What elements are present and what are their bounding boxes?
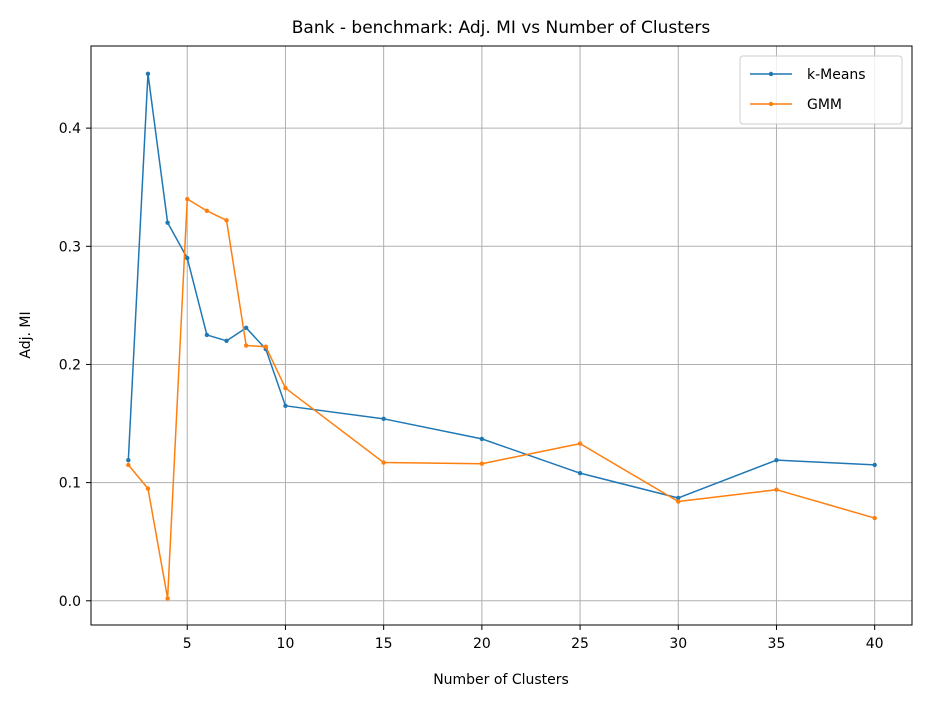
- series-line-gmm: [127, 198, 875, 600]
- data-point-k-means: [479, 436, 485, 442]
- x-tick-label: 40: [866, 636, 884, 652]
- data-point-k-means: [165, 220, 170, 225]
- series-line-k-means: [127, 73, 875, 499]
- y-tick-label: 0.4: [59, 121, 81, 137]
- legend-item-k-means: k-Means: [750, 67, 866, 83]
- series-gmm: [126, 196, 877, 601]
- data-point-gmm: [204, 208, 210, 214]
- data-point-gmm: [479, 461, 485, 466]
- legend: k-Means GMM: [739, 55, 903, 125]
- data-point-gmm: [872, 515, 877, 521]
- legend-item-gmm: GMM: [750, 97, 842, 113]
- data-point-k-means: [381, 416, 386, 422]
- series-layer: [126, 71, 877, 601]
- y-tick-label: 0.0: [59, 594, 81, 610]
- data-point-gmm: [263, 344, 269, 349]
- data-point-k-means: [577, 470, 583, 476]
- data-point-gmm: [774, 487, 779, 492]
- x-tick-label: 35: [768, 636, 786, 652]
- chart-title: Bank - benchmark: Adj. MI vs Number of C…: [292, 18, 711, 38]
- series-k-means: [126, 71, 877, 501]
- data-point-gmm: [283, 385, 288, 391]
- legend-box: [739, 55, 903, 125]
- data-point-k-means: [185, 255, 190, 261]
- x-tick-label: 20: [473, 636, 491, 652]
- data-point-gmm: [224, 218, 229, 223]
- data-point-k-means: [145, 71, 151, 76]
- data-point-k-means: [283, 403, 288, 409]
- legend-label: GMM: [807, 97, 842, 113]
- x-tick-label: 5: [183, 636, 192, 652]
- x-axis-label: Number of Clusters: [433, 672, 569, 688]
- legend-swatch-marker: [768, 71, 774, 77]
- plot-frame: [90, 45, 913, 626]
- y-axis-label: Adj. MI: [18, 311, 34, 358]
- data-point-k-means: [243, 325, 249, 331]
- y-tick-label: 0.3: [59, 239, 81, 255]
- data-point-gmm: [165, 596, 170, 601]
- data-point-k-means: [224, 338, 229, 344]
- data-point-gmm: [381, 460, 386, 465]
- y-tick-label: 0.2: [59, 357, 81, 373]
- data-point-k-means: [676, 495, 681, 501]
- data-point-gmm: [577, 441, 583, 446]
- grid: [91, 46, 912, 625]
- legend-label: k-Means: [807, 67, 866, 83]
- x-tick-label: 10: [277, 636, 295, 652]
- data-point-gmm: [676, 499, 681, 504]
- y-axis-ticks: 0.0 0.1 0.2 0.3 0.4: [59, 121, 91, 610]
- data-point-gmm: [126, 462, 131, 468]
- data-point-k-means: [872, 462, 877, 468]
- data-point-k-means: [126, 457, 131, 463]
- data-point-gmm: [243, 343, 249, 348]
- x-tick-label: 25: [571, 636, 589, 652]
- data-point-k-means: [774, 457, 779, 463]
- legend-swatch-marker: [768, 101, 774, 107]
- x-tick-label: 30: [669, 636, 687, 652]
- x-tick-label: 15: [375, 636, 393, 652]
- data-point-k-means: [204, 332, 210, 338]
- data-point-gmm: [185, 196, 190, 202]
- y-tick-label: 0.1: [59, 476, 81, 492]
- data-point-gmm: [145, 486, 151, 491]
- x-axis-ticks: 5 10 15 20 25 30 35 40: [183, 625, 884, 652]
